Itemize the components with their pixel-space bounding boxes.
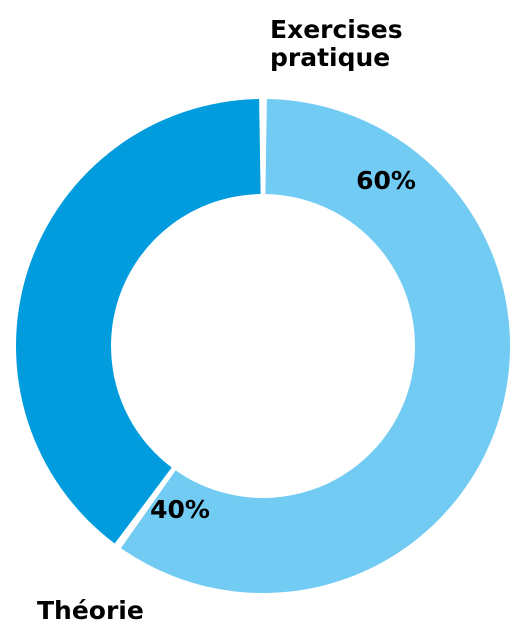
donut-slice-practice	[120, 99, 510, 594]
series-name-theory-text: Théorie	[37, 596, 144, 625]
donut-slice-theory	[15, 99, 261, 544]
series-name-theory: Théorie	[37, 597, 237, 625]
series-name-practice-text: Exercises pratique	[270, 15, 403, 72]
slice-label-practice: 60%	[356, 166, 416, 195]
slice-label-theory: 40%	[150, 495, 210, 524]
donut-slices	[15, 99, 510, 594]
series-name-practice: Exercises pratique	[270, 16, 470, 72]
donut-slice-labels: 60% 40%	[150, 166, 416, 524]
